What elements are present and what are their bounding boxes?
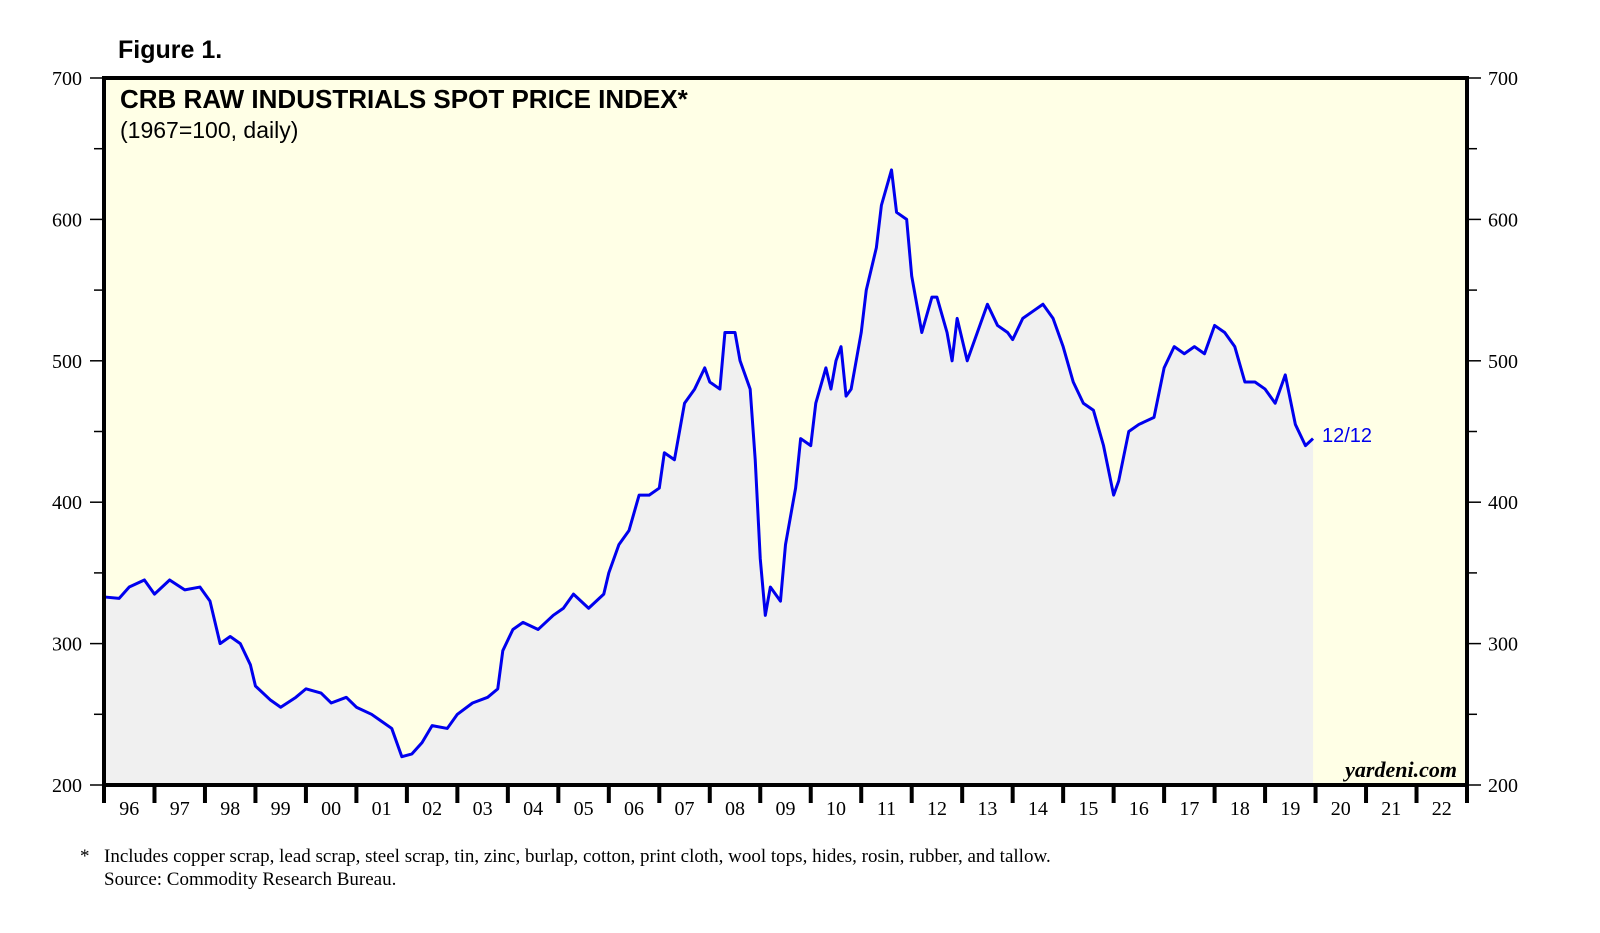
y-tick-label-left: 300 [52,634,82,656]
y-tick-label-left: 600 [52,209,82,231]
x-tick-label: 02 [422,798,442,820]
x-tick-label: 09 [776,798,796,820]
end-date-label: 12/12 [1322,425,1372,447]
x-tick-label: 14 [1028,798,1048,820]
x-tick-label: 15 [1078,798,1098,820]
source-note: Source: Commodity Research Bureau. [104,869,397,890]
x-tick-label: 20 [1331,798,1351,820]
x-tick-label: 10 [826,798,846,820]
y-tick-label-right: 700 [1488,68,1518,90]
x-tick-label: 13 [977,798,997,820]
x-tick-label: 21 [1381,798,1401,820]
y-tick-label-left: 700 [52,68,82,90]
footnote-text: Includes copper scrap, lead scrap, steel… [104,846,1051,867]
x-tick-label: 12 [927,798,947,820]
x-tick-label: 11 [877,798,896,820]
x-tick-label: 03 [473,798,493,820]
x-tick-label: 18 [1230,798,1250,820]
y-tick-label-right: 200 [1488,775,1518,797]
x-tick-label: 07 [675,798,695,820]
y-tick-label-left: 200 [52,775,82,797]
x-tick-label: 96 [119,798,139,820]
x-tick-label: 97 [170,798,190,820]
y-tick-label-right: 400 [1488,492,1518,514]
y-tick-label-right: 500 [1488,351,1518,373]
x-tick-label: 22 [1432,798,1452,820]
x-tick-label: 17 [1179,798,1199,820]
figure-label: Figure 1. [118,36,223,64]
x-tick-label: 04 [523,798,543,820]
series-area-fill [104,169,1314,785]
x-tick-label: 05 [574,798,594,820]
x-tick-label: 06 [624,798,644,820]
footnote-marker: * [80,846,90,867]
y-tick-label-left: 500 [52,351,82,373]
y-tick-label-right: 300 [1488,634,1518,656]
y-tick-label-right: 600 [1488,209,1518,231]
chart-subtitle: (1967=100, daily) [120,117,298,143]
chart-title: CRB RAW INDUSTRIALS SPOT PRICE INDEX* [120,84,689,114]
x-tick-label: 16 [1129,798,1149,820]
x-tick-label: 19 [1280,798,1300,820]
watermark: yardeni.com [1342,757,1457,782]
series-line [103,168,1315,759]
x-tick-label: 99 [271,798,291,820]
x-tick-label: 01 [372,798,392,820]
x-tick-label: 08 [725,798,745,820]
x-tick-label: 98 [220,798,240,820]
y-tick-label-left: 400 [52,492,82,514]
x-tick-label: 00 [321,798,341,820]
